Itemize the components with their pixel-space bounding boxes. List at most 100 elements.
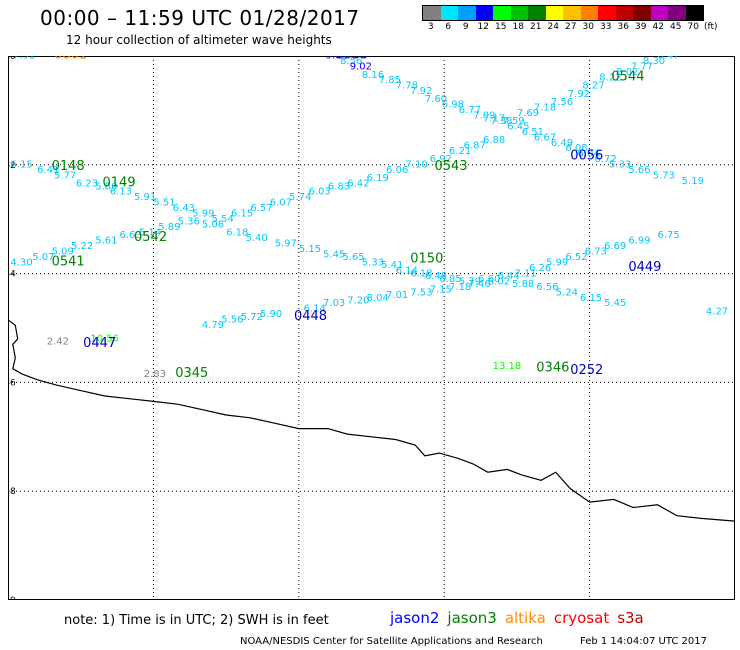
legend-label: 24 xyxy=(547,22,559,32)
wave-height-label: 7.18 xyxy=(534,102,556,113)
pass-time-label: 0148 xyxy=(52,159,85,174)
wave-height-label: 7.59 xyxy=(502,116,524,127)
wave-height-map: -60-62-64-66-68-701351381411441471507.31… xyxy=(8,56,735,600)
wave-height-label: 5.99 xyxy=(192,208,214,219)
wave-height-label: 2.42 xyxy=(47,336,69,347)
wave-height-label: 7.01 xyxy=(386,290,408,301)
wave-height-label: 7.78 xyxy=(396,81,418,92)
legend-label: 21 xyxy=(530,22,542,32)
legend-label: 18 xyxy=(512,22,524,32)
legend-swatch xyxy=(545,6,563,20)
wave-height-label: 5.88 xyxy=(512,279,534,290)
wave-height-label: 6.04 xyxy=(577,149,599,160)
pass-time-label: 0449 xyxy=(628,260,661,275)
wave-height-label: 6.57 xyxy=(250,203,272,214)
wave-height-label: 8.02 xyxy=(616,67,638,78)
legend-label: 33 xyxy=(600,22,612,32)
legend-label: 6 xyxy=(445,22,452,32)
wave-height-label: 6.06 xyxy=(386,165,408,176)
wave-height-label: 5.77 xyxy=(54,170,76,181)
satellite-name: cryosat xyxy=(553,609,610,627)
legend-label: 30 xyxy=(582,22,594,32)
wave-height-label: 6.08 xyxy=(565,143,587,154)
legend-swatch xyxy=(563,6,581,20)
wave-height-label: 8.47 xyxy=(657,56,679,62)
map-title: 00:00 – 11:59 UTC 01/28/2017 xyxy=(40,6,360,30)
legend-label: 3 xyxy=(427,22,434,32)
pass-time-label: 0542 xyxy=(134,230,167,245)
wave-height-label: 7.38 xyxy=(490,116,512,127)
wave-height-label: 5.24 xyxy=(556,287,578,298)
wave-height-label: 6.41 xyxy=(37,165,59,176)
wave-height-label: 6.15 xyxy=(580,293,602,304)
wave-height-label: 6.75 xyxy=(657,230,679,241)
wave-height-label: 6.45 xyxy=(507,121,529,132)
wave-height-label: 5.14 xyxy=(139,228,161,239)
legend-swatch xyxy=(650,6,668,20)
wave-height-label: 4.79 xyxy=(202,320,224,331)
wave-height-label: 7.77 xyxy=(631,62,653,73)
legend-label: 15 xyxy=(495,22,507,32)
wave-height-label: 5.22 xyxy=(71,241,93,252)
wave-height-label: 6.99 xyxy=(628,236,650,247)
pass-time-label: 0544 xyxy=(611,69,644,84)
lat-tick-label: -70 xyxy=(8,596,16,600)
wave-height-label: 5.72 xyxy=(241,312,263,323)
wave-height-label: 13.18 xyxy=(493,361,522,372)
wave-height-label: 7.03 xyxy=(323,298,345,309)
wave-height-label: 5.07 xyxy=(32,252,54,263)
wave-height-label: 6.69 xyxy=(604,241,626,252)
wave-height-label: 6.23 xyxy=(76,179,98,190)
legend-label: 45 xyxy=(670,22,682,32)
pass-time-label: 0447 xyxy=(83,336,116,351)
wave-height-label: 7.31 xyxy=(13,56,35,62)
wave-height-label: 6.18 xyxy=(410,268,432,279)
lat-tick-label: -66 xyxy=(8,378,16,388)
wave-height-label: 6.15 xyxy=(10,160,32,171)
wave-height-label: 6.87 xyxy=(464,140,486,151)
lat-tick-label: -64 xyxy=(8,270,16,280)
wave-height-label: 8.56 xyxy=(340,56,362,67)
legend-swatch xyxy=(528,6,546,20)
legend-label: 70 xyxy=(687,22,699,32)
wave-height-label: 6.60 xyxy=(478,274,500,285)
wave-height-label: 5.66 xyxy=(628,165,650,176)
wave-height-label: 6.42 xyxy=(347,179,369,190)
wave-height-label: 6.83 xyxy=(328,181,350,192)
wave-height-label: 7.18 xyxy=(449,282,471,293)
wave-height-label: 8.30 xyxy=(643,56,665,67)
wave-height-label: 8.16 xyxy=(362,70,384,81)
lat-tick-label: -68 xyxy=(8,487,16,497)
wave-height-label: 9.02 xyxy=(350,62,372,73)
legend-label: 27 xyxy=(565,22,577,32)
wave-height-label: 6.56 xyxy=(536,282,558,293)
wave-height-label: 6.14 xyxy=(304,304,326,315)
wave-height-label: 5.06 xyxy=(202,219,224,230)
wave-height-label: 5.33 xyxy=(362,257,384,268)
pass-time-label: 0541 xyxy=(52,254,85,269)
lat-tick-label: -62 xyxy=(8,161,16,171)
wave-height-label: 7.15 xyxy=(430,285,452,296)
legend-swatch xyxy=(458,6,476,20)
legend-swatch xyxy=(440,6,458,20)
pass-time-label: 0056 xyxy=(570,148,603,163)
wave-height-label: 9.02 xyxy=(325,56,347,62)
wave-height-label: 6.02 xyxy=(488,276,510,287)
wave-height-label: 8.04 xyxy=(367,293,389,304)
footnote: note: 1) Time is in UTC; 2) SWH is in fe… xyxy=(64,613,329,628)
wave-height-label: 8.22 xyxy=(599,72,621,83)
wave-height-label: 6.51 xyxy=(522,127,544,138)
legend-label: 12 xyxy=(477,22,489,32)
wave-height-label: 6.52 xyxy=(565,252,587,263)
wave-height-label: 5.65 xyxy=(342,252,364,263)
map-subtitle: 12 hour collection of altimeter wave hei… xyxy=(66,33,332,47)
pass-time-label: 0448 xyxy=(294,309,327,324)
color-scale-legend xyxy=(422,5,704,21)
wave-height-label: 5.33 xyxy=(609,160,631,171)
pass-time-label: 0346 xyxy=(536,361,569,376)
wave-height-label: 5.73 xyxy=(653,170,675,181)
legend-label: 39 xyxy=(635,22,647,32)
wave-height-label: 5.99 xyxy=(546,257,568,268)
satellite-legend: jason2 jason3 altika cryosat s3a xyxy=(390,609,652,627)
wave-height-label: 7.17 xyxy=(483,113,505,124)
